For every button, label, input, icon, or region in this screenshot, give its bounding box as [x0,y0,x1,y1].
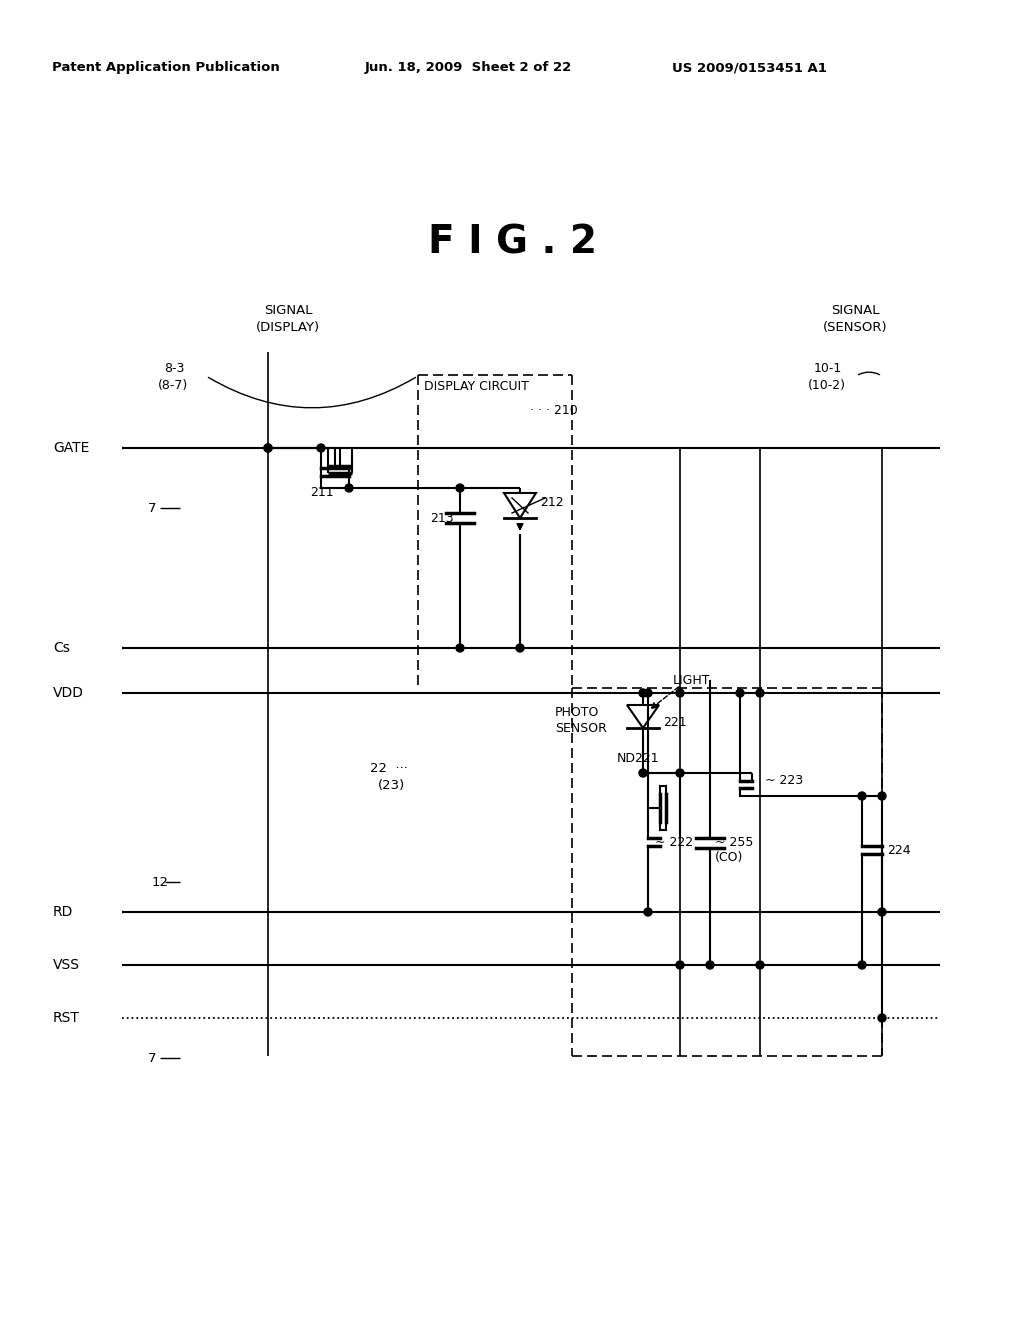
Circle shape [878,1014,886,1022]
Circle shape [264,444,272,451]
Text: PHOTO: PHOTO [555,706,599,719]
Text: DISPLAY CIRCUIT: DISPLAY CIRCUIT [424,380,528,392]
Circle shape [317,444,325,451]
Text: Cs: Cs [53,642,70,655]
Circle shape [345,484,353,492]
Circle shape [264,444,272,451]
Text: (CO): (CO) [715,851,743,865]
Text: (23): (23) [378,779,406,792]
Text: 12: 12 [152,875,169,888]
Circle shape [676,770,684,777]
Circle shape [878,908,886,916]
Text: 10-1: 10-1 [814,362,843,375]
Text: 7: 7 [148,502,157,515]
Text: 8-3: 8-3 [164,362,184,375]
Circle shape [516,644,524,652]
Text: GATE: GATE [53,441,89,455]
Text: VSS: VSS [53,958,80,972]
Text: 7: 7 [148,1052,157,1064]
Text: VDD: VDD [53,686,84,700]
Text: 213: 213 [430,511,454,524]
Circle shape [639,689,647,697]
Text: (DISPLAY): (DISPLAY) [256,322,321,334]
Text: ~ 255: ~ 255 [715,837,754,850]
Text: RD: RD [53,906,74,919]
Circle shape [639,770,647,777]
Text: 224: 224 [887,845,910,858]
Circle shape [736,689,744,697]
Text: RST: RST [53,1011,80,1026]
Text: ~ 222: ~ 222 [655,836,693,849]
Text: Jun. 18, 2009  Sheet 2 of 22: Jun. 18, 2009 Sheet 2 of 22 [365,62,572,74]
Text: · · · 210: · · · 210 [530,404,578,417]
Circle shape [676,689,684,697]
Text: Patent Application Publication: Patent Application Publication [52,62,280,74]
Circle shape [858,961,866,969]
Text: 22  ···: 22 ··· [370,762,408,775]
Circle shape [878,792,886,800]
Text: (8-7): (8-7) [158,379,188,392]
Circle shape [756,689,764,697]
Text: 211: 211 [310,487,334,499]
Text: (SENSOR): (SENSOR) [822,322,888,334]
Circle shape [456,644,464,652]
Text: US 2009/0153451 A1: US 2009/0153451 A1 [672,62,826,74]
Text: LIGHT: LIGHT [673,675,711,688]
Text: SIGNAL: SIGNAL [264,304,312,317]
Text: SENSOR: SENSOR [555,722,607,735]
Circle shape [644,689,652,697]
Text: 212: 212 [540,496,563,510]
Circle shape [756,961,764,969]
Circle shape [676,961,684,969]
Text: ND221: ND221 [616,751,659,764]
Text: ~ 223: ~ 223 [765,775,803,788]
Text: 221: 221 [663,717,687,730]
Text: F I G . 2: F I G . 2 [427,223,597,261]
Circle shape [644,908,652,916]
Circle shape [706,961,714,969]
Circle shape [456,484,464,492]
Circle shape [858,792,866,800]
Text: SIGNAL: SIGNAL [830,304,880,317]
Text: (10-2): (10-2) [808,379,846,392]
